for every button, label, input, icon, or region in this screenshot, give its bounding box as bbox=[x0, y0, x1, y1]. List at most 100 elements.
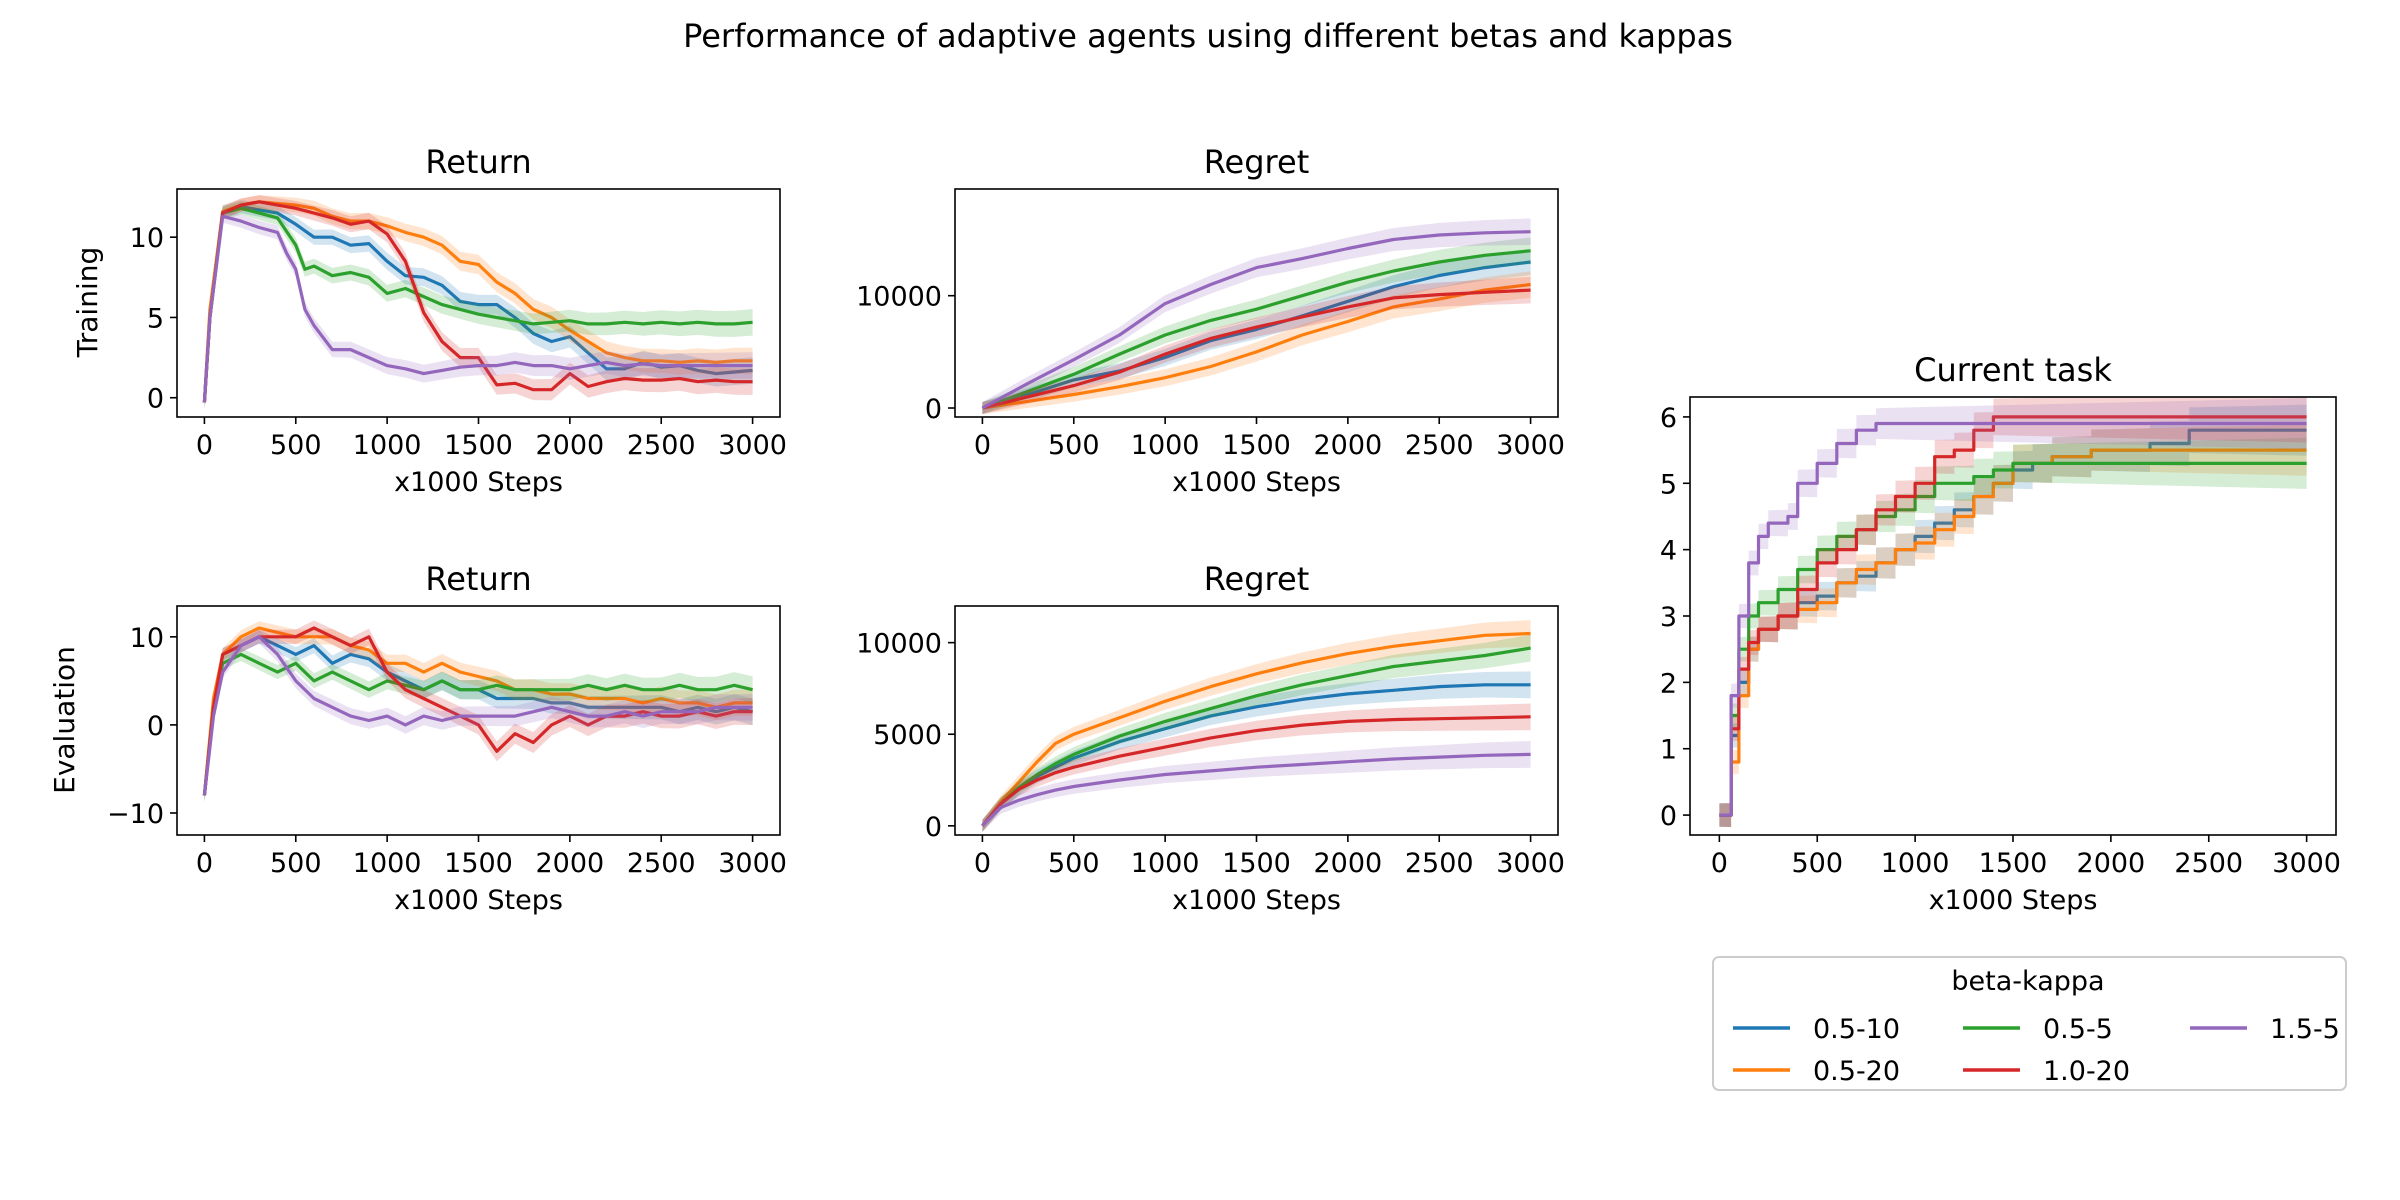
x-tick-label: 1000 bbox=[1131, 848, 1200, 879]
x-tick-label: 1500 bbox=[1222, 848, 1291, 879]
figure-suptitle: Performance of adaptive agents using dif… bbox=[683, 17, 1733, 55]
y-tick-label: 0 bbox=[925, 812, 942, 843]
x-axis-label: x1000 Steps bbox=[1929, 885, 2098, 916]
legend-item: 0.5-20 bbox=[1733, 1056, 1900, 1087]
x-tick-label: 500 bbox=[270, 430, 322, 461]
x-tick-label: 500 bbox=[270, 848, 322, 879]
x-tick-label: 2000 bbox=[2077, 848, 2146, 879]
series-layer bbox=[202, 620, 753, 802]
x-tick-label: 1500 bbox=[1222, 430, 1291, 461]
y-tick-label: 10000 bbox=[856, 282, 942, 313]
y-tick-label: 0 bbox=[925, 394, 942, 425]
x-tick-label: 1000 bbox=[1881, 848, 1950, 879]
series-line-1.0-20 bbox=[1719, 415, 2307, 817]
x-tick-label: 0 bbox=[974, 430, 991, 461]
series-line-0.5-20 bbox=[202, 626, 753, 796]
series-layer bbox=[1719, 397, 2307, 827]
chart-eval_return: Return 0 500 1000 1500 2000 2500 3000 −10 0 10 x100… bbox=[107, 560, 787, 916]
x-tick-label: 0 bbox=[1711, 848, 1728, 879]
confidence-band-1.5-5 bbox=[204, 210, 753, 409]
confidence-band-0.5-5 bbox=[1719, 437, 2307, 827]
y-tick-label: 5 bbox=[1660, 469, 1677, 500]
confidence-band-0.5-10 bbox=[1719, 404, 2307, 827]
series-line-0.5-5 bbox=[202, 206, 753, 403]
chart-train_regret: Regret 0 500 1000 1500 2000 2500 3000 0 10000 x100… bbox=[856, 143, 1565, 498]
series-line-1.5-5 bbox=[202, 635, 753, 796]
y-tick-label: −10 bbox=[107, 799, 164, 830]
row-label-evaluation: Evaluation bbox=[48, 646, 81, 794]
legend-item: 1.0-20 bbox=[1963, 1056, 2130, 1087]
x-axis-label: x1000 Steps bbox=[1172, 467, 1341, 498]
x-tick-label: 3000 bbox=[718, 848, 787, 879]
legend-title: beta-kappa bbox=[1951, 966, 2104, 997]
x-tick-label: 2000 bbox=[1314, 848, 1383, 879]
y-tick-label: 0 bbox=[147, 711, 164, 742]
series-line-0.5-20 bbox=[981, 631, 1531, 827]
x-tick-label: 3000 bbox=[2272, 848, 2341, 879]
y-tick-label: 10 bbox=[130, 623, 164, 654]
series-line-1.0-20 bbox=[982, 288, 1531, 410]
y-tick-label: 2 bbox=[1660, 668, 1677, 699]
y-tick-label: 5 bbox=[147, 303, 164, 334]
x-tick-label: 3000 bbox=[718, 430, 787, 461]
series-layer bbox=[202, 195, 753, 409]
y-tick-label: 6 bbox=[1660, 403, 1677, 434]
y-tick-label: 5000 bbox=[873, 720, 942, 751]
x-axis-label: x1000 Steps bbox=[394, 467, 563, 498]
confidence-band-1.0-20 bbox=[982, 276, 1531, 415]
series-layer bbox=[981, 620, 1531, 832]
series-line-0.5-5 bbox=[981, 249, 1531, 410]
x-tick-label: 1000 bbox=[353, 848, 422, 879]
chart-title: Current task bbox=[1914, 351, 2112, 389]
confidence-band-0.5-5 bbox=[982, 237, 1531, 415]
x-tick-label: 500 bbox=[1048, 430, 1100, 461]
series-line-0.5-5 bbox=[981, 646, 1531, 827]
x-tick-label: 2500 bbox=[1405, 430, 1474, 461]
x-tick-label: 1500 bbox=[1979, 848, 2048, 879]
x-tick-label: 500 bbox=[1048, 848, 1100, 879]
series-line-1.5-5 bbox=[202, 214, 753, 403]
x-tick-label: 500 bbox=[1791, 848, 1843, 879]
series-line-0.5-5 bbox=[202, 652, 753, 796]
legend-item: 0.5-5 bbox=[1963, 1014, 2113, 1045]
series-line-0.5-20 bbox=[982, 282, 1531, 410]
confidence-band-1.5-5 bbox=[1719, 398, 2307, 827]
legend-frame bbox=[1712, 956, 2347, 1091]
x-tick-label: 1500 bbox=[444, 430, 513, 461]
legend-item: 0.5-10 bbox=[1733, 1014, 1900, 1045]
y-tick-label: 10000 bbox=[856, 629, 942, 660]
confidence-band-0.5-5 bbox=[982, 634, 1531, 832]
row-label-training: Training bbox=[71, 247, 104, 358]
confidence-band-1.5-5 bbox=[982, 218, 1531, 415]
series-line-1.0-20 bbox=[202, 200, 753, 403]
x-axis-label: x1000 Steps bbox=[1172, 885, 1341, 916]
series-line-1.5-5 bbox=[981, 230, 1531, 410]
x-tick-label: 2500 bbox=[627, 848, 696, 879]
chart-eval_regret: Regret 0 500 1000 1500 2000 2500 3000 0 5000 10000… bbox=[856, 560, 1565, 916]
chart-current_task: Current task 0 500 1000 1500 2000 2500 3000 0 1 2 3… bbox=[1660, 351, 2341, 916]
axes-frame bbox=[176, 605, 781, 836]
confidence-band-0.5-5 bbox=[204, 201, 753, 409]
y-tick-label: 0 bbox=[1660, 801, 1677, 832]
x-tick-label: 3000 bbox=[1496, 848, 1565, 879]
y-tick-label: 3 bbox=[1660, 602, 1677, 633]
x-tick-label: 0 bbox=[196, 848, 213, 879]
x-tick-label: 2000 bbox=[1314, 430, 1383, 461]
legend-items: 0.5-10 0.5-20 0.5-5 1.0-20 1.5-5 bbox=[1733, 1014, 2340, 1087]
legend-label: 1.0-20 bbox=[2043, 1056, 2130, 1087]
x-tick-label: 0 bbox=[974, 848, 991, 879]
x-tick-label: 2000 bbox=[536, 848, 605, 879]
x-tick-label: 2500 bbox=[2174, 848, 2243, 879]
series-line-1.0-20 bbox=[202, 626, 753, 796]
confidence-band-1.5-5 bbox=[982, 741, 1531, 832]
x-axis-label: x1000 Steps bbox=[394, 885, 563, 916]
y-tick-label: 4 bbox=[1660, 536, 1677, 567]
axes-frame bbox=[954, 605, 1559, 836]
legend-label: 0.5-20 bbox=[1813, 1056, 1900, 1087]
legend: beta-kappa 0.5-10 0.5-20 0.5-5 1.0-20 1.5-5 bbox=[1712, 956, 2347, 1091]
series-layer bbox=[981, 218, 1531, 415]
legend-label: 0.5-10 bbox=[1813, 1014, 1900, 1045]
chart-train_return: Return 0 500 1000 1500 2000 2500 3000 0 5 10 x1000 … bbox=[130, 143, 787, 498]
